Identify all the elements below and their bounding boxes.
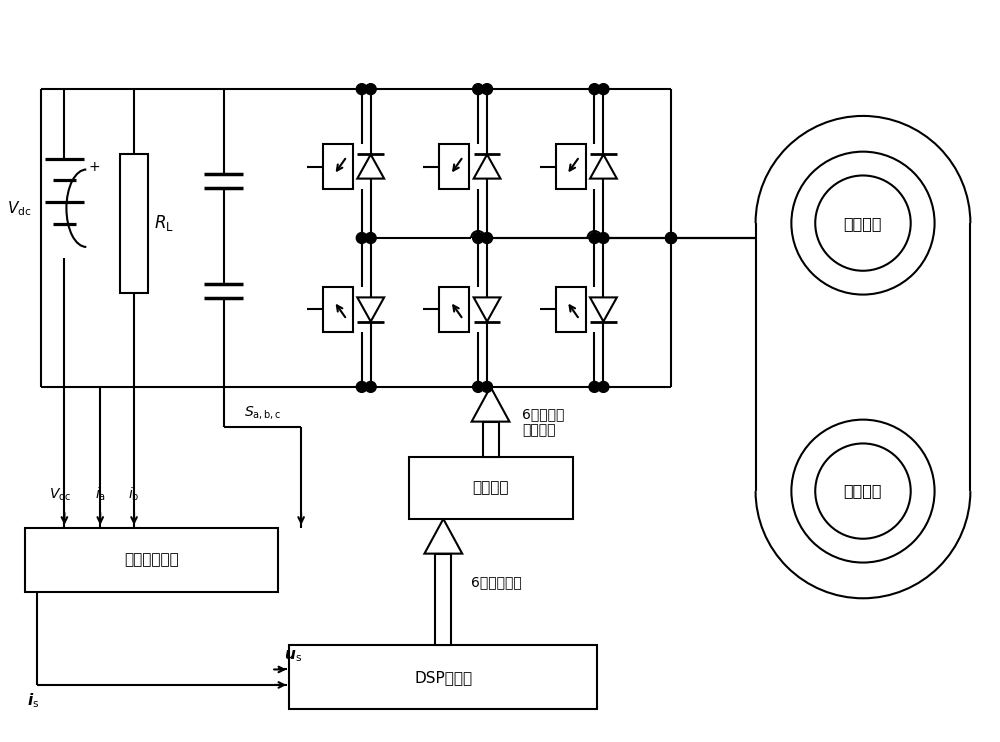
Text: 6路开关信号: 6路开关信号 xyxy=(471,575,522,589)
Text: 电压电流采样: 电压电流采样 xyxy=(124,553,179,568)
Circle shape xyxy=(356,232,367,243)
Circle shape xyxy=(365,232,376,243)
Bar xyxy=(323,144,353,189)
Text: 6路逆变器
驱动脉冲: 6路逆变器 驱动脉冲 xyxy=(522,407,565,437)
Bar xyxy=(483,421,499,457)
Circle shape xyxy=(482,232,493,243)
Text: +: + xyxy=(88,160,100,174)
Text: $R_{\mathrm{L}}$: $R_{\mathrm{L}}$ xyxy=(154,213,174,233)
Circle shape xyxy=(598,381,609,393)
Text: 驱动电路: 驱动电路 xyxy=(472,481,509,496)
Bar xyxy=(439,286,469,332)
Bar xyxy=(120,154,148,292)
Bar xyxy=(556,144,586,189)
Bar xyxy=(409,457,573,519)
Bar xyxy=(439,144,469,189)
Text: 永磁电机: 永磁电机 xyxy=(844,216,882,231)
Bar xyxy=(25,528,278,592)
Circle shape xyxy=(598,232,609,243)
Text: DSP控制器: DSP控制器 xyxy=(414,670,472,685)
Bar xyxy=(323,286,353,332)
Circle shape xyxy=(473,381,484,393)
Text: $\boldsymbol{i}_{\mathrm{s}}$: $\boldsymbol{i}_{\mathrm{s}}$ xyxy=(27,691,39,709)
Bar xyxy=(435,554,451,645)
Circle shape xyxy=(598,84,609,94)
Bar xyxy=(556,286,586,332)
Circle shape xyxy=(589,232,600,243)
Text: 燃气轮机: 燃气轮机 xyxy=(844,484,882,499)
Text: $V_{\mathrm{dc}}$: $V_{\mathrm{dc}}$ xyxy=(49,487,72,503)
Bar xyxy=(289,645,597,709)
Text: $V_{\mathrm{dc}}$: $V_{\mathrm{dc}}$ xyxy=(7,199,31,217)
Circle shape xyxy=(589,84,600,94)
Circle shape xyxy=(589,381,600,393)
Circle shape xyxy=(473,232,484,243)
Text: $\boldsymbol{u}_{\mathrm{s}}$: $\boldsymbol{u}_{\mathrm{s}}$ xyxy=(284,649,302,665)
Circle shape xyxy=(666,232,677,243)
Circle shape xyxy=(356,84,367,94)
Circle shape xyxy=(666,232,677,243)
Circle shape xyxy=(482,381,493,393)
Circle shape xyxy=(666,232,677,243)
Circle shape xyxy=(365,381,376,393)
Text: $i_{\mathrm{a}}$: $i_{\mathrm{a}}$ xyxy=(95,485,106,503)
Circle shape xyxy=(482,84,493,94)
Circle shape xyxy=(365,84,376,94)
Text: $i_{\mathrm{b}}$: $i_{\mathrm{b}}$ xyxy=(128,485,140,503)
Circle shape xyxy=(356,381,367,393)
Text: $S_{\mathrm{a,b,c}}$: $S_{\mathrm{a,b,c}}$ xyxy=(244,404,281,421)
Circle shape xyxy=(473,84,484,94)
